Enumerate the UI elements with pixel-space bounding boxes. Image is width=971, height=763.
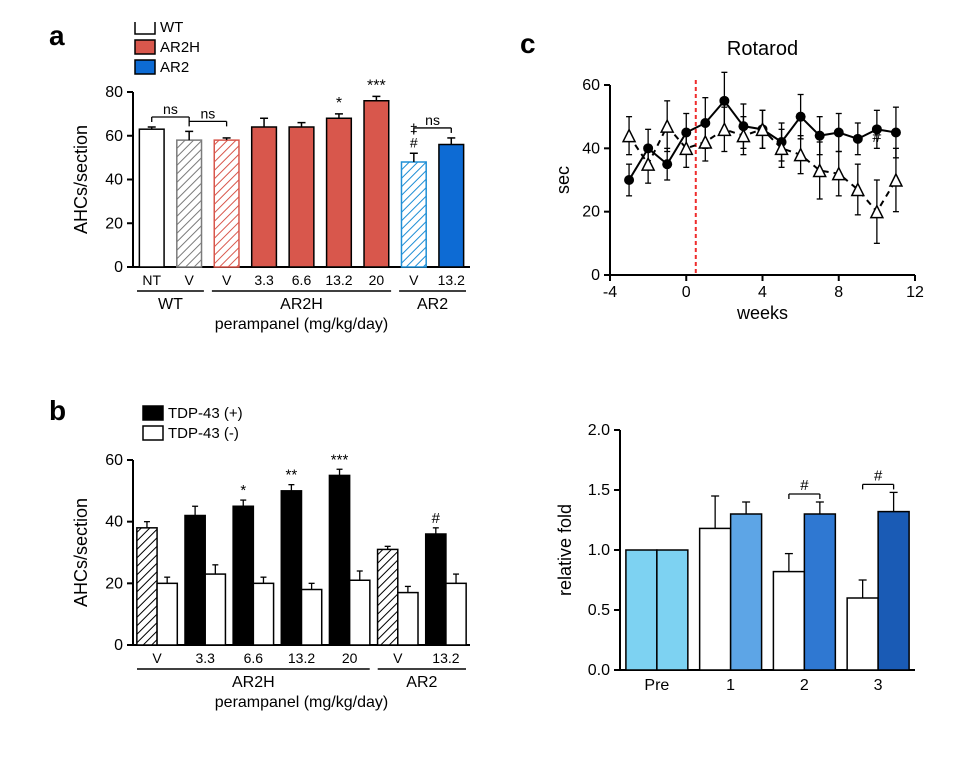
svg-text:WT: WT <box>160 22 183 36</box>
svg-text:#: # <box>410 134 418 150</box>
svg-text:-4: -4 <box>603 284 617 301</box>
svg-text:6.6: 6.6 <box>244 650 264 666</box>
svg-text:13.2: 13.2 <box>438 272 465 288</box>
svg-text:20: 20 <box>105 575 123 592</box>
svg-text:40: 40 <box>105 172 123 189</box>
svg-text:0: 0 <box>114 259 123 276</box>
svg-text:V: V <box>409 272 419 288</box>
svg-text:TDP-43 (+): TDP-43 (+) <box>168 405 243 422</box>
panel-d: 0.0 0.5 1.0 1.5 2.0 relative fold Pre 1 2 3 # # <box>545 400 945 720</box>
svg-text:0: 0 <box>114 637 123 654</box>
svg-text:AR2H: AR2H <box>160 39 200 56</box>
svg-text:40: 40 <box>105 514 123 531</box>
svg-text:0.5: 0.5 <box>588 602 610 619</box>
svg-text:#: # <box>800 477 809 494</box>
svg-text:relative fold: relative fold <box>555 504 575 596</box>
chart-panel-d: 0.0 0.5 1.0 1.5 2.0 relative fold Pre 1 2 3 # # <box>545 400 945 720</box>
svg-text:#: # <box>874 467 883 484</box>
svg-text:AR2H: AR2H <box>280 296 323 313</box>
svg-text:1.0: 1.0 <box>588 542 610 559</box>
svg-text:8: 8 <box>834 284 843 301</box>
panel-a: 0 20 40 60 80 AHCs/section NT V V 3.3 6.6 * 13.2 *** 2… <box>65 22 485 362</box>
svg-text:*: * <box>336 95 342 112</box>
svg-text:3: 3 <box>874 677 883 694</box>
svg-text:*: * <box>240 482 246 499</box>
svg-text:20: 20 <box>582 204 600 221</box>
svg-text:ns: ns <box>425 112 440 128</box>
svg-text:TDP-43 (-): TDP-43 (-) <box>168 425 239 442</box>
svg-text:20: 20 <box>369 272 385 288</box>
figure-page: a b c 020406080AHCs/sectionNTVV3.36.6*13… <box>0 0 971 763</box>
svg-text:60: 60 <box>105 128 123 145</box>
svg-text:**: ** <box>286 467 298 484</box>
svg-text:6.6: 6.6 <box>292 272 312 288</box>
svg-text:Pre: Pre <box>644 677 669 694</box>
svg-text:***: *** <box>331 451 349 468</box>
svg-text:perampanel (mg/kg/day): perampanel (mg/kg/day) <box>215 316 388 333</box>
svg-text:AR2H: AR2H <box>232 674 275 691</box>
svg-text:AR2: AR2 <box>406 674 437 691</box>
svg-text:perampanel (mg/kg/day): perampanel (mg/kg/day) <box>215 694 388 711</box>
svg-text:60: 60 <box>582 77 600 94</box>
svg-text:2: 2 <box>800 677 809 694</box>
svg-text:#: # <box>872 129 881 146</box>
svg-text:***: *** <box>367 77 386 94</box>
svg-text:V: V <box>184 272 194 288</box>
svg-text:AR2: AR2 <box>417 296 448 313</box>
svg-text:0: 0 <box>591 267 600 284</box>
svg-text:V: V <box>393 650 403 666</box>
svg-text:12: 12 <box>906 284 924 301</box>
svg-text:ns: ns <box>200 105 215 121</box>
svg-text:0.0: 0.0 <box>588 662 610 679</box>
panel-c: Rotarod0204060-404812secweeks# <box>545 30 945 350</box>
panel-label-c: c <box>520 28 536 60</box>
svg-text:13.2: 13.2 <box>432 650 459 666</box>
svg-text:3.3: 3.3 <box>254 272 274 288</box>
svg-text:weeks: weeks <box>736 303 788 323</box>
panel-label-a: a <box>49 20 65 52</box>
svg-text:NT: NT <box>142 272 161 288</box>
svg-text:80: 80 <box>105 84 123 101</box>
svg-text:1: 1 <box>726 677 735 694</box>
svg-text:ns: ns <box>163 101 178 117</box>
svg-text:2.0: 2.0 <box>588 422 610 439</box>
panel-b: 0 20 40 60 AHCs/section V 3.3 * 6.6 ** 13.2 *** 20 V #… <box>65 400 485 740</box>
svg-text:#: # <box>432 510 441 527</box>
svg-text:V: V <box>222 272 232 288</box>
svg-text:20: 20 <box>342 650 358 666</box>
svg-text:1.5: 1.5 <box>588 482 610 499</box>
svg-text:13.2: 13.2 <box>288 650 315 666</box>
svg-text:Rotarod: Rotarod <box>727 38 798 60</box>
chart-panel-b: 0 20 40 60 AHCs/section V 3.3 * 6.6 ** 13.2 *** 20 V #… <box>65 400 485 740</box>
svg-text:13.2: 13.2 <box>325 272 352 288</box>
panel-label-b: b <box>49 395 66 427</box>
svg-text:AHCs/section: AHCs/section <box>71 125 91 234</box>
svg-text:0: 0 <box>682 284 691 301</box>
svg-text:AHCs/section: AHCs/section <box>71 498 91 607</box>
svg-text:20: 20 <box>105 215 123 232</box>
svg-text:60: 60 <box>105 452 123 469</box>
chart-panel-a: 0 20 40 60 80 AHCs/section NT V V 3.3 6.6 * 13.2 *** 2… <box>65 22 485 362</box>
svg-text:sec: sec <box>553 166 573 194</box>
svg-text:40: 40 <box>582 140 600 157</box>
svg-text:WT: WT <box>158 296 183 313</box>
chart-panel-c: Rotarod0204060-404812secweeks# <box>545 30 945 350</box>
svg-text:AR2: AR2 <box>160 59 189 76</box>
svg-text:V: V <box>152 650 162 666</box>
svg-text:3.3: 3.3 <box>195 650 215 666</box>
svg-text:4: 4 <box>758 284 767 301</box>
